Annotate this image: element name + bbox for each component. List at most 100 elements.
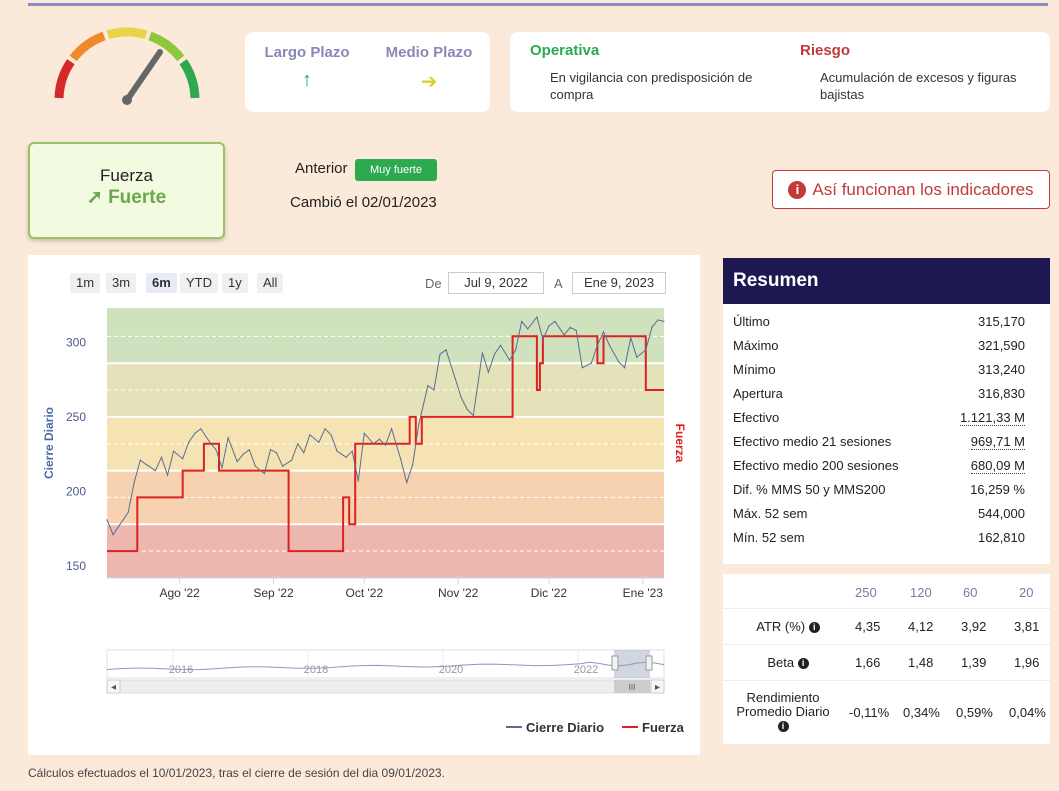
scroll-left-button (106, 679, 121, 694)
range-button-6m[interactable]: 6m (146, 273, 177, 293)
info-icon[interactable]: i (777, 721, 789, 733)
data-point (160, 456, 163, 458)
resumen-value[interactable]: 680,09 M (970, 458, 1025, 474)
data-point (454, 377, 456, 379)
data-point (351, 450, 353, 452)
gauge-segment (54, 59, 75, 99)
zone-band (107, 524, 664, 578)
date-from-input[interactable]: Jul 9, 2022 (448, 272, 544, 294)
data-point (166, 474, 169, 476)
scroll-right-button (650, 679, 665, 694)
data-point (194, 432, 196, 434)
resumen-row: Efectivo 1.121,33 M (733, 410, 1025, 426)
range-button-1y[interactable]: 1y (222, 273, 248, 293)
indicators-info-button[interactable]: i Así funcionan los indicadores (772, 170, 1050, 209)
data-point (460, 396, 462, 399)
rendimiento-label-text: Rendimiento Promedio Diario (736, 690, 830, 719)
data-point (139, 459, 141, 461)
data-point (154, 469, 157, 472)
beta-value: 1,48 (908, 655, 934, 670)
arrow-right-icon: ➔ (420, 71, 438, 93)
legend-cierre-label: Cierre Diario (526, 720, 604, 735)
data-point (548, 325, 550, 327)
resumen-row: Apertura 316,830 (733, 386, 1025, 401)
rendimiento-value: 0,04% (1009, 705, 1046, 720)
scrollbar-grip: III (629, 683, 636, 692)
data-point (215, 449, 217, 451)
fuerza-value-text: Fuerte (108, 187, 167, 208)
date-to-label: A (554, 276, 563, 291)
resumen-value[interactable]: 969,71 M (970, 434, 1025, 450)
range-button-1m[interactable]: 1m (70, 273, 101, 293)
anterior-label: Anterior (295, 160, 348, 177)
x-tick-label: Nov '22 (438, 586, 479, 600)
range-button-ytd[interactable]: YTD (180, 273, 218, 293)
riesgo-text: Acumulación de excesos y figuras bajista… (820, 70, 1017, 102)
period-header: 20 (1019, 585, 1034, 600)
range-button-3m[interactable]: 3m (106, 273, 137, 293)
horizon-largo: Largo Plazo ↑ (257, 44, 357, 92)
scroll-left-icon: ◂ (111, 682, 116, 693)
info-icon[interactable]: i (797, 658, 809, 670)
operativa-title: Operativa (530, 42, 600, 59)
data-point (596, 344, 599, 346)
data-point (303, 452, 305, 454)
atr-value: 4,12 (908, 619, 934, 634)
resumen-value: 544,000 (978, 506, 1025, 521)
date-from-label: De (425, 276, 442, 291)
data-point (521, 320, 523, 323)
range-button-all[interactable]: All (257, 273, 284, 293)
data-point (400, 458, 402, 460)
navigator-year-label: 2018 (304, 664, 328, 676)
data-point (248, 449, 250, 451)
data-point (363, 432, 365, 434)
resumen-row: Máx. 52 sem 544,000 (733, 506, 1025, 521)
data-point (563, 334, 565, 336)
data-point (227, 437, 229, 439)
data-point (188, 441, 190, 443)
data-point (651, 326, 653, 328)
resumen-label: Efectivo medio 200 sesiones (733, 458, 899, 473)
resumen-label: Mínimo (733, 362, 776, 377)
atr-label: ATR (%) i (733, 619, 843, 634)
data-point (509, 359, 511, 361)
data-point (617, 361, 620, 363)
zone-band (107, 363, 664, 417)
data-point (297, 443, 299, 445)
data-point (608, 344, 611, 346)
data-point (636, 356, 638, 358)
data-point (536, 316, 538, 318)
data-point (106, 519, 108, 521)
atr-value: 4,35 (855, 619, 881, 634)
rendimiento-value: -0,11% (849, 705, 890, 720)
data-point (330, 434, 332, 436)
y-tick-label: 300 (66, 335, 86, 349)
resumen-value: 16,259 % (970, 482, 1025, 497)
x-tick-label: Sep '22 (253, 586, 294, 600)
data-point (112, 534, 114, 536)
data-point (554, 320, 556, 323)
resumen-label: Máx. 52 sem (733, 506, 808, 521)
data-point (221, 467, 223, 469)
info-icon[interactable]: i (808, 622, 820, 634)
resumen-value: 313,240 (978, 362, 1025, 377)
resumen-value: 321,590 (978, 338, 1025, 353)
x-tick-label: Dic '22 (531, 586, 568, 600)
resumen-value[interactable]: 1.121,33 M (959, 410, 1025, 426)
horizons-card: Largo Plazo ↑ Medio Plazo ➔ (245, 32, 490, 112)
data-point (542, 338, 544, 340)
operativa-riesgo-card: Operativa En vigilancia con predisposici… (510, 32, 1050, 112)
gauge-icon (54, 27, 200, 105)
data-point (433, 389, 435, 391)
resumen-label: Efectivo medio 21 sesiones (733, 434, 892, 449)
period-header: 120 (910, 585, 932, 600)
data-point (291, 459, 293, 461)
fuerza-value: ➚ Fuerte (30, 186, 223, 209)
resumen-row: Último 315,170 (733, 314, 1025, 329)
data-point (372, 443, 374, 445)
y-tick-label: 200 (66, 484, 86, 498)
resumen-value: 316,830 (978, 386, 1025, 401)
data-point (581, 367, 583, 369)
date-to-input[interactable]: Ene 9, 2023 (572, 272, 666, 294)
period-header: 60 (963, 585, 978, 600)
